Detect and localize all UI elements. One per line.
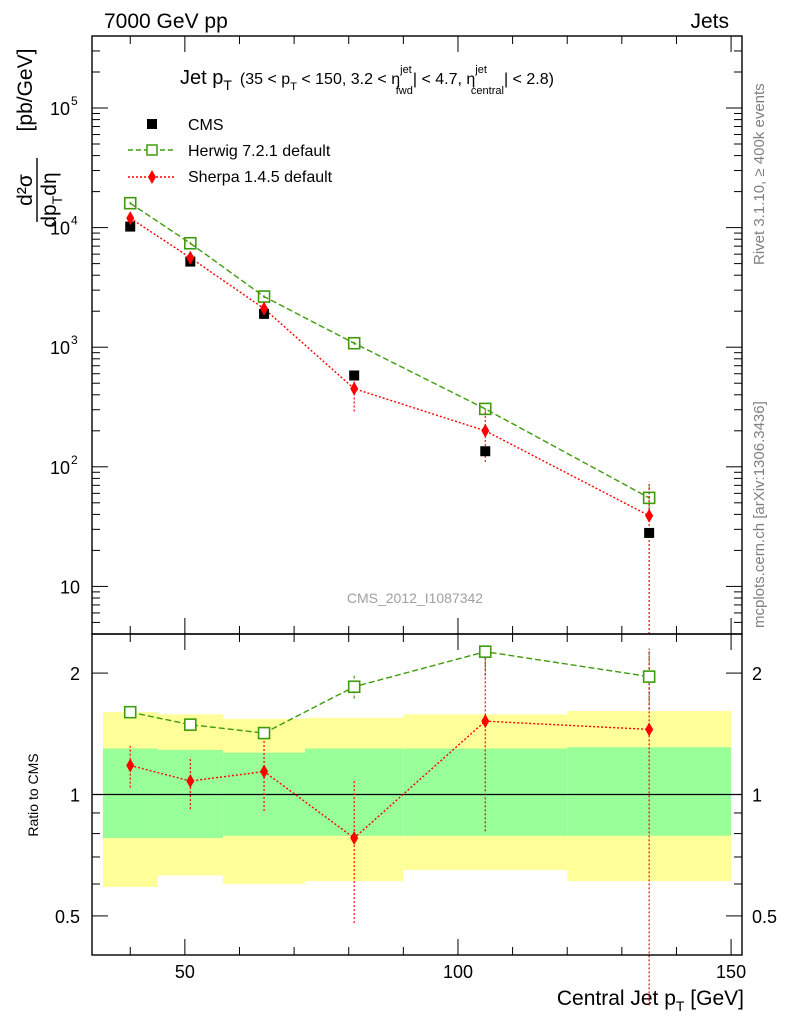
sherpa-data-point [260,301,269,316]
herwig-data-point [347,336,361,350]
sherpa-data-point [186,250,195,265]
ratio-y-axis-label: Ratio to CMS [25,753,41,836]
cms-data-point [644,527,655,538]
herwig-ratio-line [130,650,650,734]
herwig-ratio-point [184,718,197,731]
herwig-data-point [642,491,656,505]
ratio-uncertainty-bands [92,711,742,887]
svg-text:[pb/GeV]: [pb/GeV] [14,49,37,132]
herwig-line [129,202,650,499]
sherpa-ratio-line [130,720,650,839]
header-category: Jets [690,10,729,33]
sherpa-ratio-point [645,722,654,737]
herwig-data-point [184,236,197,250]
y-tick-label: 10 [50,458,70,478]
main-panel-series [123,196,656,634]
y-tick-exponent: 4 [71,214,78,228]
analysis-watermark: CMS_2012_I1087342 [347,590,483,606]
legend-entry-sherpa: Sherpa 1.4.5 default [128,169,333,186]
herwig-ratio-point [257,726,271,740]
herwig-ratio-point [347,680,361,694]
svg-text:d²σ: d²σ [14,174,37,206]
header-energy: 7000 GeV pp [104,10,228,33]
sherpa-ratio-point [481,714,490,729]
herwig-data-point [478,402,492,416]
legend: CMS Herwig 7.2.1 default Sherpa 1.4.5 de… [128,117,333,186]
ratio-y-tick-label: 1 [70,786,80,806]
ratio-y-tick-label-right: 2 [752,664,762,684]
sherpa-ratio-point [126,758,135,773]
cms-data-point [125,221,136,232]
y-tick-label: 10 [60,577,80,597]
y-tick-label: 10 [50,338,70,358]
herwig-ratio-point [123,705,137,719]
y-tick-label: 10 [50,99,70,119]
x-tick-label: 100 [443,962,473,982]
sherpa-data-point [645,508,654,523]
sherpa-data-point [481,423,490,438]
herwig-data-point [123,196,137,210]
svg-text:CMS: CMS [188,117,224,134]
sherpa-data-point [350,381,359,396]
legend-entry-cms: CMS [147,117,224,134]
y-tick-label: 10 [50,219,70,239]
svg-text:Herwig 7.2.1 default: Herwig 7.2.1 default [188,143,331,160]
y-tick-exponent: 3 [71,333,78,347]
sherpa-ratio-point [260,764,269,779]
mcplots-label: mcplots.cern.ch [arXiv:1306.3436] [751,401,768,628]
herwig-ratio-point [478,645,492,658]
rivet-version-label: Rivet 3.1.10, ≥ 400k events [751,83,768,265]
y-tick-exponent: 2 [71,453,78,467]
x-tick-label: 150 [716,962,746,982]
y-axis-label: d²σ dpTdη [pb/GeV] [14,49,65,228]
sherpa-line [129,217,650,517]
ratio-y-tick-label: 2 [70,664,80,684]
legend-entry-herwig: Herwig 7.2.1 default [128,143,331,160]
sherpa-ratio-point [350,831,359,846]
x-axis-label: Central Jet pT [GeV] [557,987,744,1014]
x-tick-label: 50 [175,962,195,982]
ratio-y-tick-label-right: 0.5 [752,907,777,927]
sherpa-ratio-point [186,774,195,789]
ratio-panel-series [123,645,656,1006]
cms-data-point [480,446,491,457]
sherpa-data-point [126,211,135,226]
svg-text:dpTdη: dpTdη [38,172,65,227]
ratio-y-tick-label: 0.5 [55,907,80,927]
ratio-y-tick-label-right: 1 [752,786,762,806]
cms-data-point [349,370,360,381]
y-tick-exponent: 5 [71,94,78,108]
herwig-ratio-point [642,670,656,683]
plot-title: Jet pT (35 < pT < 150, 3.2 < ηjet fwd| < 4… [180,64,554,97]
svg-text:Sherpa 1.4.5 default: Sherpa 1.4.5 default [188,169,333,186]
